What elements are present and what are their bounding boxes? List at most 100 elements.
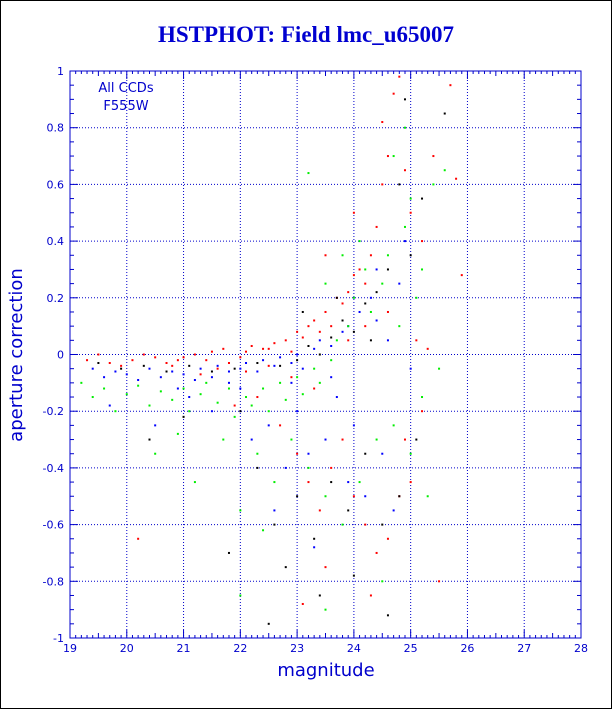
data-point <box>262 387 265 390</box>
data-point <box>227 387 230 390</box>
data-point <box>250 438 253 441</box>
data-point <box>296 452 299 455</box>
data-point <box>267 424 270 427</box>
data-point <box>443 112 446 115</box>
data-point <box>188 364 191 367</box>
data-point <box>216 401 219 404</box>
y-tick-label: 0.2 <box>47 292 65 305</box>
data-point <box>324 495 327 498</box>
data-point <box>239 594 242 597</box>
data-point <box>352 574 355 577</box>
data-point <box>131 359 134 362</box>
data-point <box>369 254 372 257</box>
data-point <box>347 339 350 342</box>
data-point <box>335 339 338 342</box>
data-point <box>352 495 355 498</box>
data-point <box>250 404 253 407</box>
data-point <box>398 325 401 328</box>
data-point <box>358 310 361 313</box>
data-point <box>176 359 179 362</box>
data-point <box>381 121 384 124</box>
data-point <box>188 396 191 399</box>
data-point <box>222 347 225 350</box>
data-point <box>426 347 429 350</box>
data-point <box>97 362 100 365</box>
data-point <box>432 155 435 158</box>
data-point <box>256 396 259 399</box>
data-point <box>210 350 213 353</box>
data-point <box>97 353 100 356</box>
data-point <box>108 362 111 365</box>
data-point <box>392 92 395 95</box>
data-point <box>330 344 333 347</box>
data-point <box>108 404 111 407</box>
data-point <box>296 495 299 498</box>
data-point <box>171 364 174 367</box>
data-point <box>182 373 185 376</box>
data-point <box>364 523 367 526</box>
data-point <box>148 438 151 441</box>
data-point <box>307 172 310 175</box>
data-point <box>341 302 344 305</box>
data-point <box>182 415 185 418</box>
y-tick-label: -0.6 <box>43 519 64 532</box>
data-point <box>210 370 213 373</box>
data-point <box>307 452 310 455</box>
y-tick-label: -1 <box>53 632 64 645</box>
data-point <box>352 274 355 277</box>
data-point <box>335 296 338 299</box>
data-point <box>216 364 219 367</box>
data-point <box>318 509 321 512</box>
data-point <box>330 336 333 339</box>
data-point <box>245 370 248 373</box>
y-tick-label: 0 <box>57 349 64 362</box>
data-point <box>307 325 310 328</box>
data-point <box>409 197 412 200</box>
data-point <box>364 325 367 328</box>
x-tick-label: 28 <box>574 642 588 655</box>
data-point <box>193 379 196 382</box>
data-point <box>364 302 367 305</box>
x-tick-label: 25 <box>404 642 418 655</box>
data-point <box>375 225 378 228</box>
data-point <box>438 580 441 583</box>
data-point <box>455 177 458 180</box>
data-point <box>313 319 316 322</box>
data-point <box>154 424 157 427</box>
data-point <box>267 347 270 350</box>
data-point <box>125 373 128 376</box>
data-point <box>421 240 424 243</box>
data-point <box>262 347 265 350</box>
data-point <box>239 367 242 370</box>
data-point <box>193 353 196 356</box>
data-point <box>398 495 401 498</box>
data-point <box>426 495 429 498</box>
data-point <box>239 509 242 512</box>
data-point <box>415 296 418 299</box>
data-point <box>290 362 293 365</box>
data-point <box>176 387 179 390</box>
data-point <box>386 254 389 257</box>
data-point <box>256 466 259 469</box>
data-point <box>352 424 355 427</box>
data-point <box>301 393 304 396</box>
data-point <box>290 350 293 353</box>
data-point <box>296 353 299 356</box>
data-point <box>284 398 287 401</box>
data-point <box>301 367 304 370</box>
data-point <box>199 367 202 370</box>
data-point <box>199 373 202 376</box>
data-point <box>369 310 372 313</box>
y-tick-label: -0.2 <box>43 405 64 418</box>
data-point <box>114 410 117 413</box>
data-point <box>91 367 94 370</box>
data-point <box>307 344 310 347</box>
data-point <box>165 370 168 373</box>
data-point <box>239 356 242 359</box>
data-point <box>324 254 327 257</box>
data-point <box>318 330 321 333</box>
data-point <box>358 268 361 271</box>
data-point <box>364 452 367 455</box>
data-point <box>284 566 287 569</box>
data-point <box>199 393 202 396</box>
